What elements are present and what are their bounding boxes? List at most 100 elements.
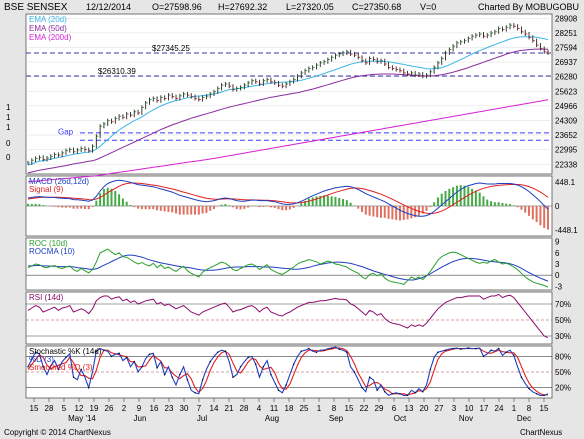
stoch-dot xyxy=(80,368,82,371)
stoch-dot xyxy=(232,376,234,378)
stoch-dot xyxy=(323,349,325,351)
high-value: H=27692.32 xyxy=(218,2,267,12)
roc-tick-label: 9 xyxy=(555,238,560,247)
price-tick-label: 23652 xyxy=(555,131,578,140)
macd-histogram-bar xyxy=(425,206,428,211)
roc-tick-label: -3 xyxy=(555,282,563,291)
macd-line xyxy=(27,179,549,217)
macd-histogram-bar xyxy=(440,193,443,206)
level-label: $27345.25 xyxy=(152,44,190,53)
x-day-label: 27 xyxy=(435,404,444,413)
macd-histogram-bar xyxy=(315,196,318,206)
legend-stoch-k: Stochastic %K (14d) xyxy=(29,347,102,356)
stoch-dot xyxy=(460,348,462,350)
x-day-label: 7 xyxy=(197,404,202,413)
macd-histogram-bar xyxy=(224,204,227,206)
macd-histogram-bar xyxy=(228,205,231,206)
price-tick-label: 28908 xyxy=(555,14,578,23)
stoch-dot xyxy=(194,392,196,394)
macd-histogram-bar xyxy=(357,206,360,209)
macd-histogram-bar xyxy=(64,206,67,208)
stoch-dot xyxy=(353,371,356,373)
stoch-dot xyxy=(57,368,60,371)
price-series-layer: $27345.25 $26310.39 Gap xyxy=(26,23,552,183)
macd-histogram-bar xyxy=(482,196,485,206)
macd-histogram-bar xyxy=(493,202,496,206)
stoch-dot xyxy=(133,360,135,363)
macd-histogram-bar xyxy=(247,206,250,208)
price-tick-label: 26937 xyxy=(555,58,578,67)
gap-annotation: Gap xyxy=(58,127,74,136)
stoch-dot xyxy=(277,389,280,391)
x-month-label: Nov xyxy=(459,414,473,423)
macd-histogram-bar xyxy=(455,185,458,206)
x-day-label: 3 xyxy=(452,404,457,413)
ema50-line xyxy=(27,48,549,174)
macd-histogram-bar xyxy=(501,203,504,206)
stoch-dot xyxy=(201,379,204,381)
stoch-dot xyxy=(186,379,189,381)
stoch-dot xyxy=(179,373,181,376)
symbol-title: BSE SENSEX xyxy=(4,2,68,13)
macd-histogram-bar xyxy=(212,206,215,209)
brand-text: ChartNexus xyxy=(520,428,562,437)
macd-histogram-bar xyxy=(95,200,98,206)
macd-histogram-bar xyxy=(349,202,352,206)
macd-histogram-bar xyxy=(417,206,420,216)
macd-histogram-bar xyxy=(364,206,367,215)
macd-histogram-bar xyxy=(379,206,382,218)
stoch-dot xyxy=(217,351,219,353)
stoch-dot xyxy=(315,351,318,353)
x-day-label: 28 xyxy=(240,404,249,413)
macd-histogram-bar xyxy=(376,206,379,218)
macd-histogram-bar xyxy=(307,198,310,206)
x-day-label: 29 xyxy=(375,404,384,413)
macd-histogram-bar xyxy=(505,203,508,206)
stoch-dot xyxy=(224,350,227,352)
macd-histogram-bar xyxy=(133,206,136,208)
stoch-dot xyxy=(255,363,257,365)
ema20-line xyxy=(27,36,549,166)
signal-line xyxy=(27,182,549,215)
stoch-dot xyxy=(65,356,67,359)
stoch-dot xyxy=(535,393,538,395)
stoch-dot xyxy=(422,391,424,393)
macd-histogram-bar xyxy=(258,206,261,208)
price-left-tick-label: 1 xyxy=(6,123,11,132)
macd-histogram-bar xyxy=(83,206,86,209)
macd-histogram-bar xyxy=(190,206,193,215)
stoch-dot xyxy=(520,376,523,378)
x-day-label: 1 xyxy=(512,404,517,413)
stoch-dot xyxy=(95,350,98,352)
macd-histogram-bar xyxy=(300,203,303,206)
macd-histogram-bar xyxy=(87,206,90,210)
x-month-label: Sep xyxy=(329,414,344,423)
stoch-dot xyxy=(543,394,545,397)
x-day-label: 8 xyxy=(527,404,532,413)
x-month-label: Aug xyxy=(265,414,279,423)
macd-histogram-bar xyxy=(277,206,280,210)
macd-histogram-bar xyxy=(118,194,121,206)
legend-rocma: ROCMA (10) xyxy=(29,247,75,256)
x-day-label: 15 xyxy=(345,404,354,413)
x-day-label: 14 xyxy=(210,404,219,413)
x-day-label: 15 xyxy=(30,404,39,413)
x-day-label: 10 xyxy=(465,404,474,413)
roc-panel xyxy=(25,237,553,291)
macd-histogram-bar xyxy=(372,206,375,217)
stoch-dot xyxy=(513,354,515,357)
macd-histogram-bar xyxy=(121,198,124,206)
macd-tick-label: 0 xyxy=(555,202,560,211)
x-day-label: 4 xyxy=(257,404,262,413)
x-day-label: 22 xyxy=(360,404,369,413)
ema200-line xyxy=(27,99,549,183)
macd-histogram-bar xyxy=(285,206,288,211)
macd-histogram-bar xyxy=(80,206,83,209)
macd-histogram-bar xyxy=(391,206,394,220)
stoch-dot xyxy=(444,349,447,351)
copyright-text: Copyright © 2014 ChartNexus xyxy=(4,428,111,437)
x-day-label: 5 xyxy=(62,404,67,413)
x-day-label: 20 xyxy=(420,404,429,413)
x-day-label: 25 xyxy=(300,404,309,413)
